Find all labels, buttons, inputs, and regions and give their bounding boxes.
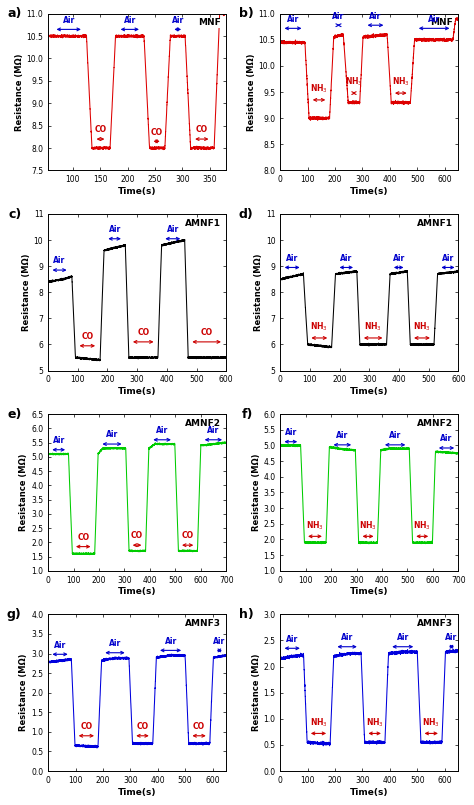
Text: Air: Air <box>172 15 184 25</box>
Text: Air: Air <box>167 225 179 234</box>
X-axis label: Time(s): Time(s) <box>350 387 389 396</box>
Text: NH$_3$: NH$_3$ <box>310 716 327 729</box>
Text: Air: Air <box>389 431 401 440</box>
Text: AMNF2: AMNF2 <box>417 419 453 427</box>
Text: CO: CO <box>137 722 148 731</box>
Text: NH$_3$: NH$_3$ <box>392 76 410 89</box>
Text: NH$_3$: NH$_3$ <box>345 76 363 89</box>
Text: b): b) <box>239 7 254 20</box>
Text: a): a) <box>7 7 21 20</box>
Text: h): h) <box>239 608 254 621</box>
Text: CO: CO <box>193 722 205 731</box>
Text: NH$_3$: NH$_3$ <box>365 320 382 333</box>
Text: Air: Air <box>369 11 382 20</box>
Text: Air: Air <box>109 225 121 234</box>
Y-axis label: Resistance (MΩ): Resistance (MΩ) <box>15 53 24 131</box>
Text: CO: CO <box>94 126 107 134</box>
Text: Air: Air <box>392 254 405 262</box>
Text: AMNF3: AMNF3 <box>185 619 221 628</box>
Text: NH$_3$: NH$_3$ <box>310 83 328 95</box>
Text: c): c) <box>8 208 21 221</box>
X-axis label: Time(s): Time(s) <box>118 387 156 396</box>
X-axis label: Time(s): Time(s) <box>350 588 389 597</box>
Text: Air: Air <box>109 639 121 648</box>
Text: CO: CO <box>81 332 93 341</box>
Text: Air: Air <box>340 254 353 262</box>
Y-axis label: Resistance (MΩ): Resistance (MΩ) <box>254 254 263 331</box>
Text: Air: Air <box>213 637 226 646</box>
Text: Air: Air <box>287 14 299 23</box>
Text: CO: CO <box>196 126 208 134</box>
X-axis label: Time(s): Time(s) <box>350 787 389 797</box>
Text: g): g) <box>7 608 21 621</box>
Text: Air: Air <box>428 14 440 23</box>
Text: Air: Air <box>63 15 75 25</box>
Text: NH$_3$: NH$_3$ <box>422 716 440 729</box>
Y-axis label: Resistance (MΩ): Resistance (MΩ) <box>22 254 31 331</box>
Text: AMNF1: AMNF1 <box>185 219 221 228</box>
X-axis label: Time(s): Time(s) <box>118 187 156 196</box>
Text: Air: Air <box>53 436 65 445</box>
Text: NH$_3$: NH$_3$ <box>366 716 383 729</box>
Text: AMNF1: AMNF1 <box>417 219 453 228</box>
Text: f): f) <box>242 408 254 421</box>
Text: MNF: MNF <box>430 19 453 27</box>
Text: Air: Air <box>341 633 353 642</box>
Text: Air: Air <box>440 434 453 444</box>
Text: Air: Air <box>124 15 136 25</box>
Text: CO: CO <box>131 531 143 540</box>
Text: Air: Air <box>106 431 118 440</box>
Text: Air: Air <box>446 633 457 642</box>
Text: d): d) <box>239 208 254 221</box>
Text: Air: Air <box>156 426 168 435</box>
Y-axis label: Resistance (MΩ): Resistance (MΩ) <box>19 454 28 531</box>
Text: CO: CO <box>151 128 163 137</box>
Text: NH$_3$: NH$_3$ <box>413 320 431 333</box>
Text: CO: CO <box>137 328 149 337</box>
Text: Air: Air <box>54 641 66 650</box>
Text: Air: Air <box>332 11 345 20</box>
Y-axis label: Resistance (MΩ): Resistance (MΩ) <box>247 53 256 131</box>
Text: Air: Air <box>336 431 348 440</box>
Y-axis label: Resistance (MΩ): Resistance (MΩ) <box>252 654 261 732</box>
Text: Air: Air <box>54 256 66 266</box>
Text: Air: Air <box>442 254 454 262</box>
Text: Air: Air <box>286 254 298 262</box>
Text: Air: Air <box>164 637 177 646</box>
Text: Air: Air <box>285 428 297 437</box>
Text: NH$_3$: NH$_3$ <box>413 519 431 531</box>
Text: CO: CO <box>80 722 92 731</box>
Y-axis label: Resistance (MΩ): Resistance (MΩ) <box>19 654 28 732</box>
Y-axis label: Resistance (MΩ): Resistance (MΩ) <box>252 454 261 531</box>
Text: CO: CO <box>182 531 194 540</box>
Text: NH$_3$: NH$_3$ <box>359 519 377 531</box>
Text: AMNF2: AMNF2 <box>185 419 221 427</box>
Text: AMNF3: AMNF3 <box>417 619 453 628</box>
Text: Air: Air <box>286 634 298 643</box>
X-axis label: Time(s): Time(s) <box>350 187 389 196</box>
X-axis label: Time(s): Time(s) <box>118 588 156 597</box>
Text: Air: Air <box>397 633 409 642</box>
Text: CO: CO <box>201 328 213 337</box>
Text: NH$_3$: NH$_3$ <box>306 519 324 531</box>
Text: MNF: MNF <box>198 19 221 27</box>
Text: CO: CO <box>77 533 89 542</box>
Text: Air: Air <box>207 426 219 435</box>
X-axis label: Time(s): Time(s) <box>118 787 156 797</box>
Text: NH$_3$: NH$_3$ <box>310 320 328 333</box>
Text: e): e) <box>7 408 21 421</box>
